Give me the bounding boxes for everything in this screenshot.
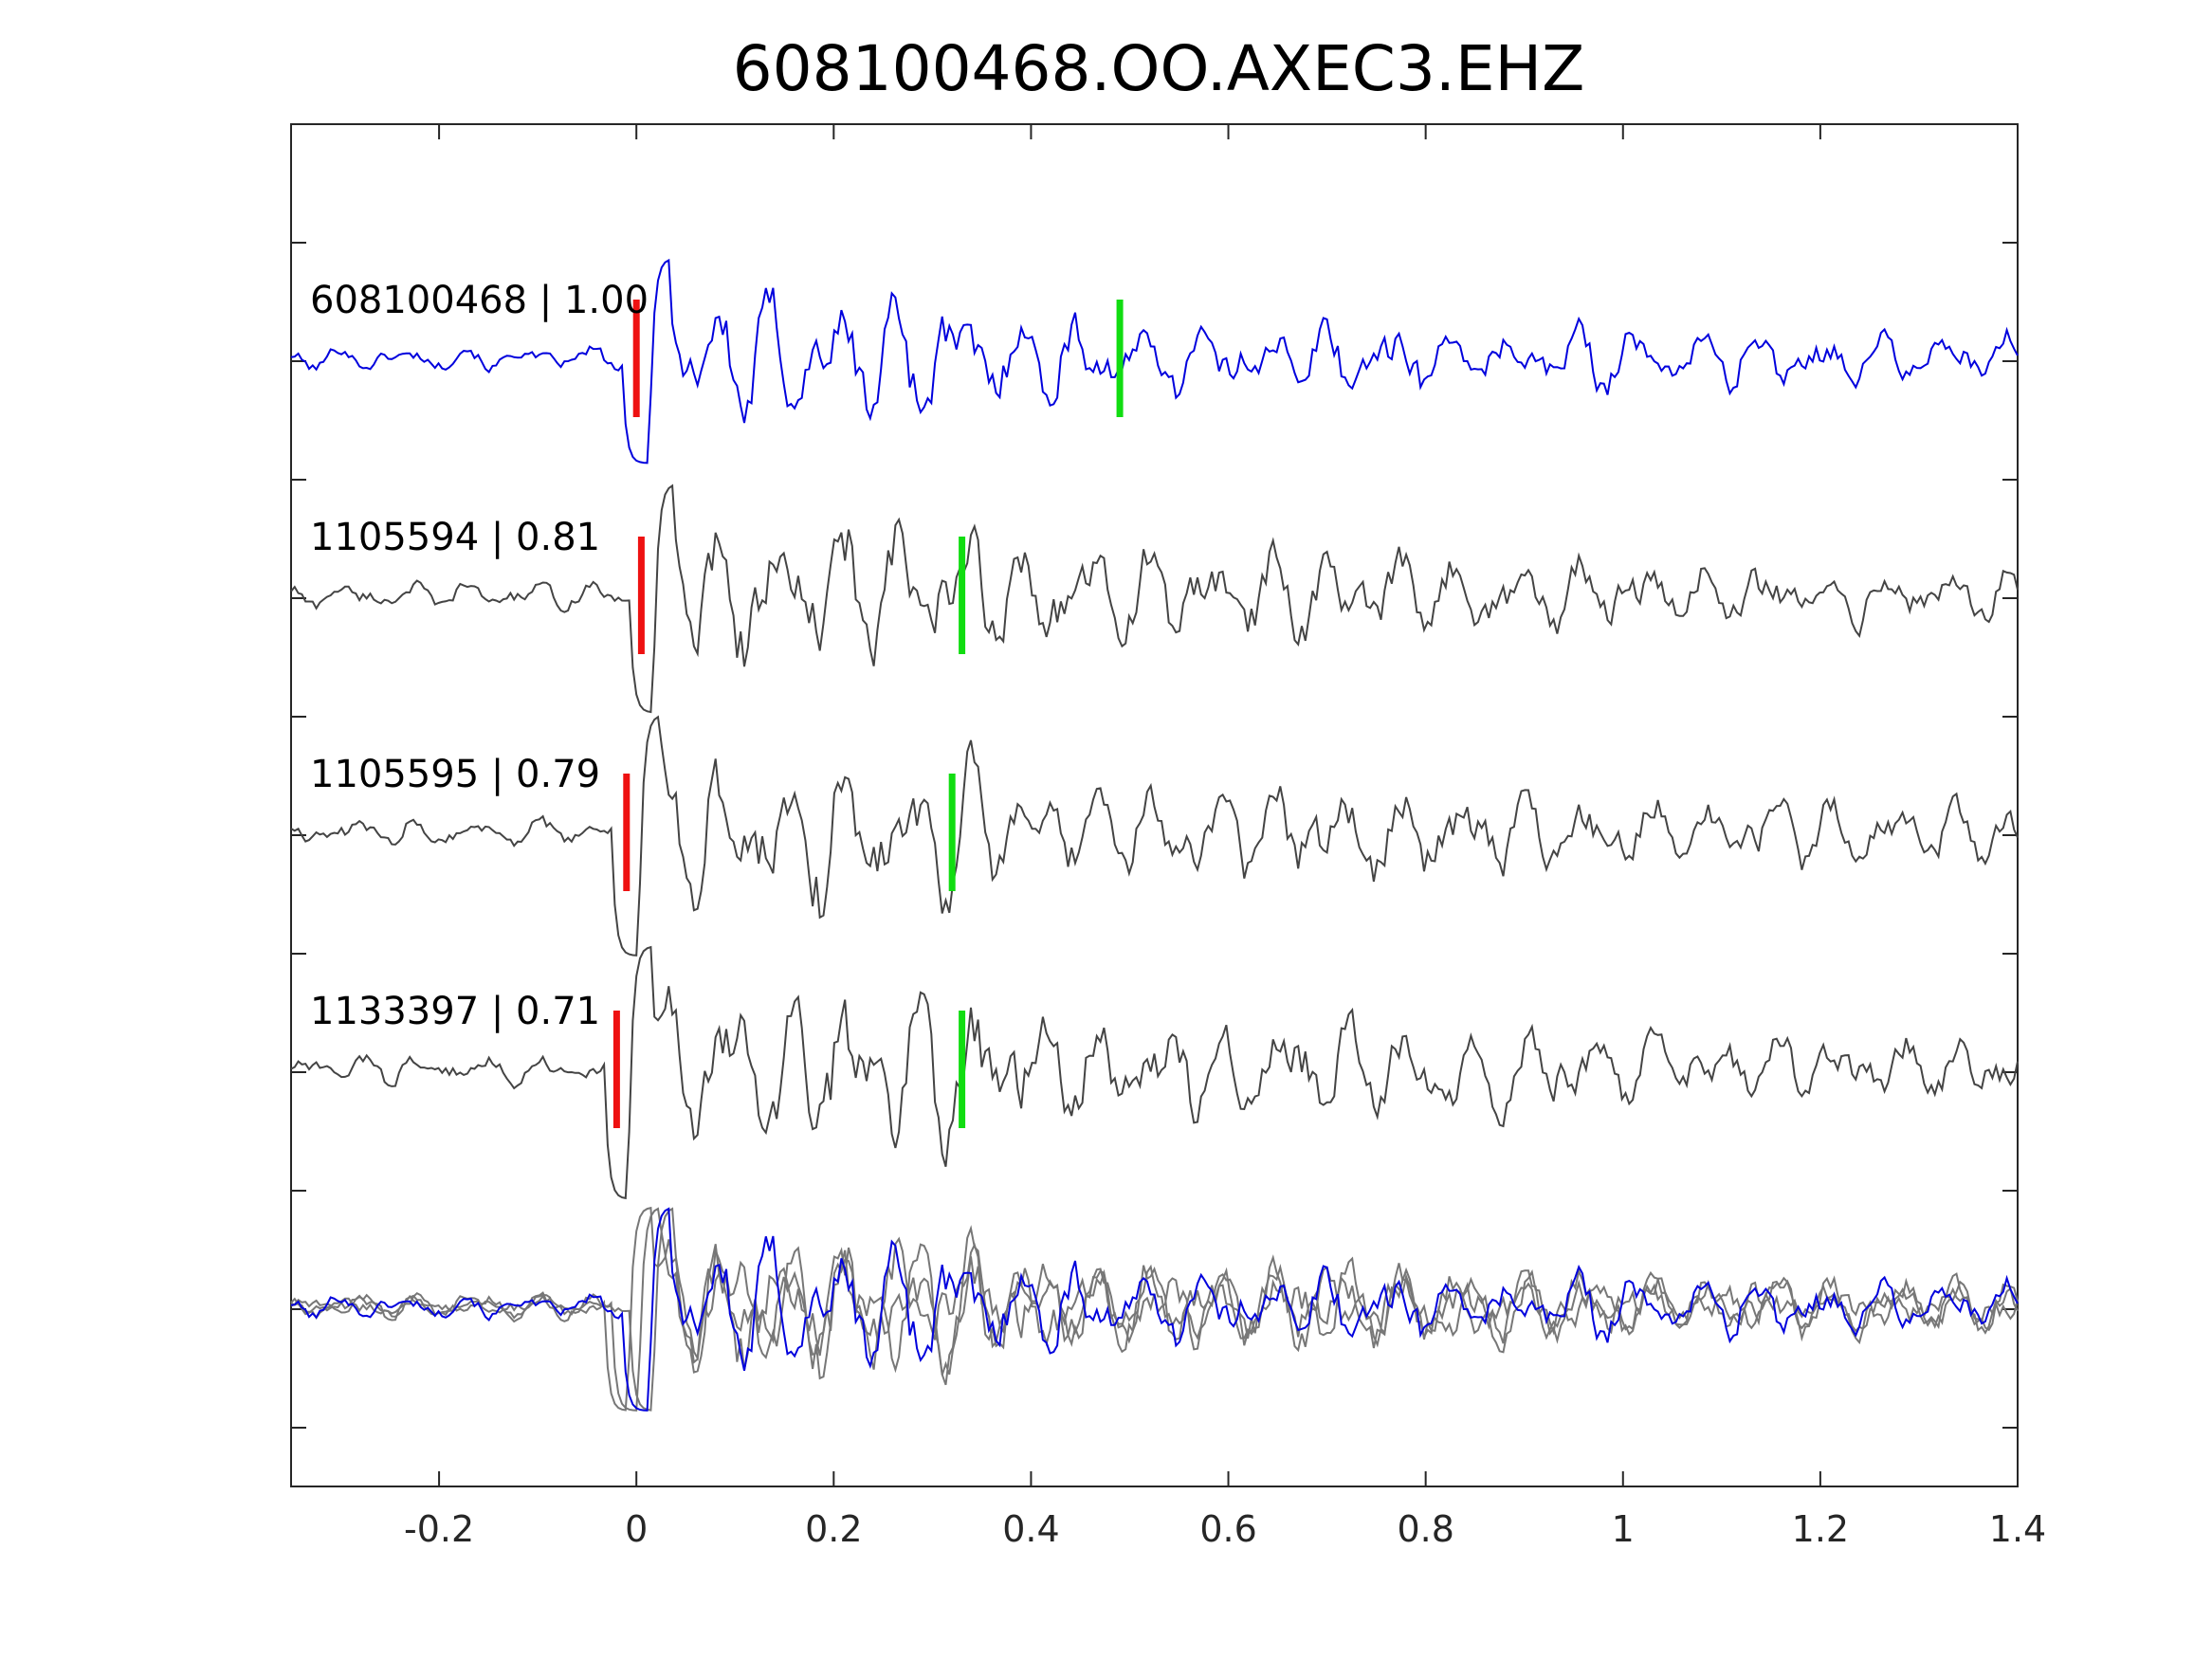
x-tick-label: 1.2 <box>1792 1508 1849 1550</box>
x-tick-label: 0.8 <box>1397 1508 1453 1550</box>
trace-1105595 <box>290 715 2019 957</box>
trace-1105594 <box>290 483 2019 714</box>
trace-labels: 608100468 | 1.00 1105594 | 0.81 1105595 | … <box>310 279 649 1033</box>
stack-trace-1105595 <box>290 1207 2019 1412</box>
stack-trace-1105594 <box>290 1207 2019 1412</box>
waveform-traces <box>290 258 2019 1200</box>
x-tick-label: -0.2 <box>404 1508 474 1550</box>
x-tick-label: 1.4 <box>1989 1508 2046 1550</box>
trace-608100468 <box>290 258 2019 465</box>
x-tick-label: 0.6 <box>1199 1508 1256 1550</box>
plot-area <box>290 123 2019 1487</box>
overlay-stack <box>290 1206 2019 1412</box>
x-tick-label: 1 <box>1612 1508 1635 1550</box>
x-tick-label: 0 <box>625 1508 648 1550</box>
axis-ticks <box>291 124 2019 1486</box>
stack-trace-1133397 <box>290 1206 2019 1412</box>
x-tick-labels: -0.2 0 0.2 0.4 0.6 0.8 1 1.2 1.4 <box>404 1508 2046 1550</box>
trace-label-1105594: 1105594 | 0.81 <box>310 516 600 559</box>
x-tick-label: 0.2 <box>805 1508 862 1550</box>
phase-picks <box>612 300 1124 1128</box>
trace-label-1105595: 1105595 | 0.79 <box>310 753 600 796</box>
trace-label-1133397: 1133397 | 0.71 <box>310 990 600 1033</box>
x-tick-label: 0.4 <box>1002 1508 1059 1550</box>
chart-title: 608100468.OO.AXEC3.EHZ <box>733 32 1585 105</box>
stack-trace-608100468 <box>290 1207 2019 1412</box>
trace-label-608100468: 608100468 | 1.00 <box>310 279 649 322</box>
trace-1133397 <box>290 945 2019 1200</box>
